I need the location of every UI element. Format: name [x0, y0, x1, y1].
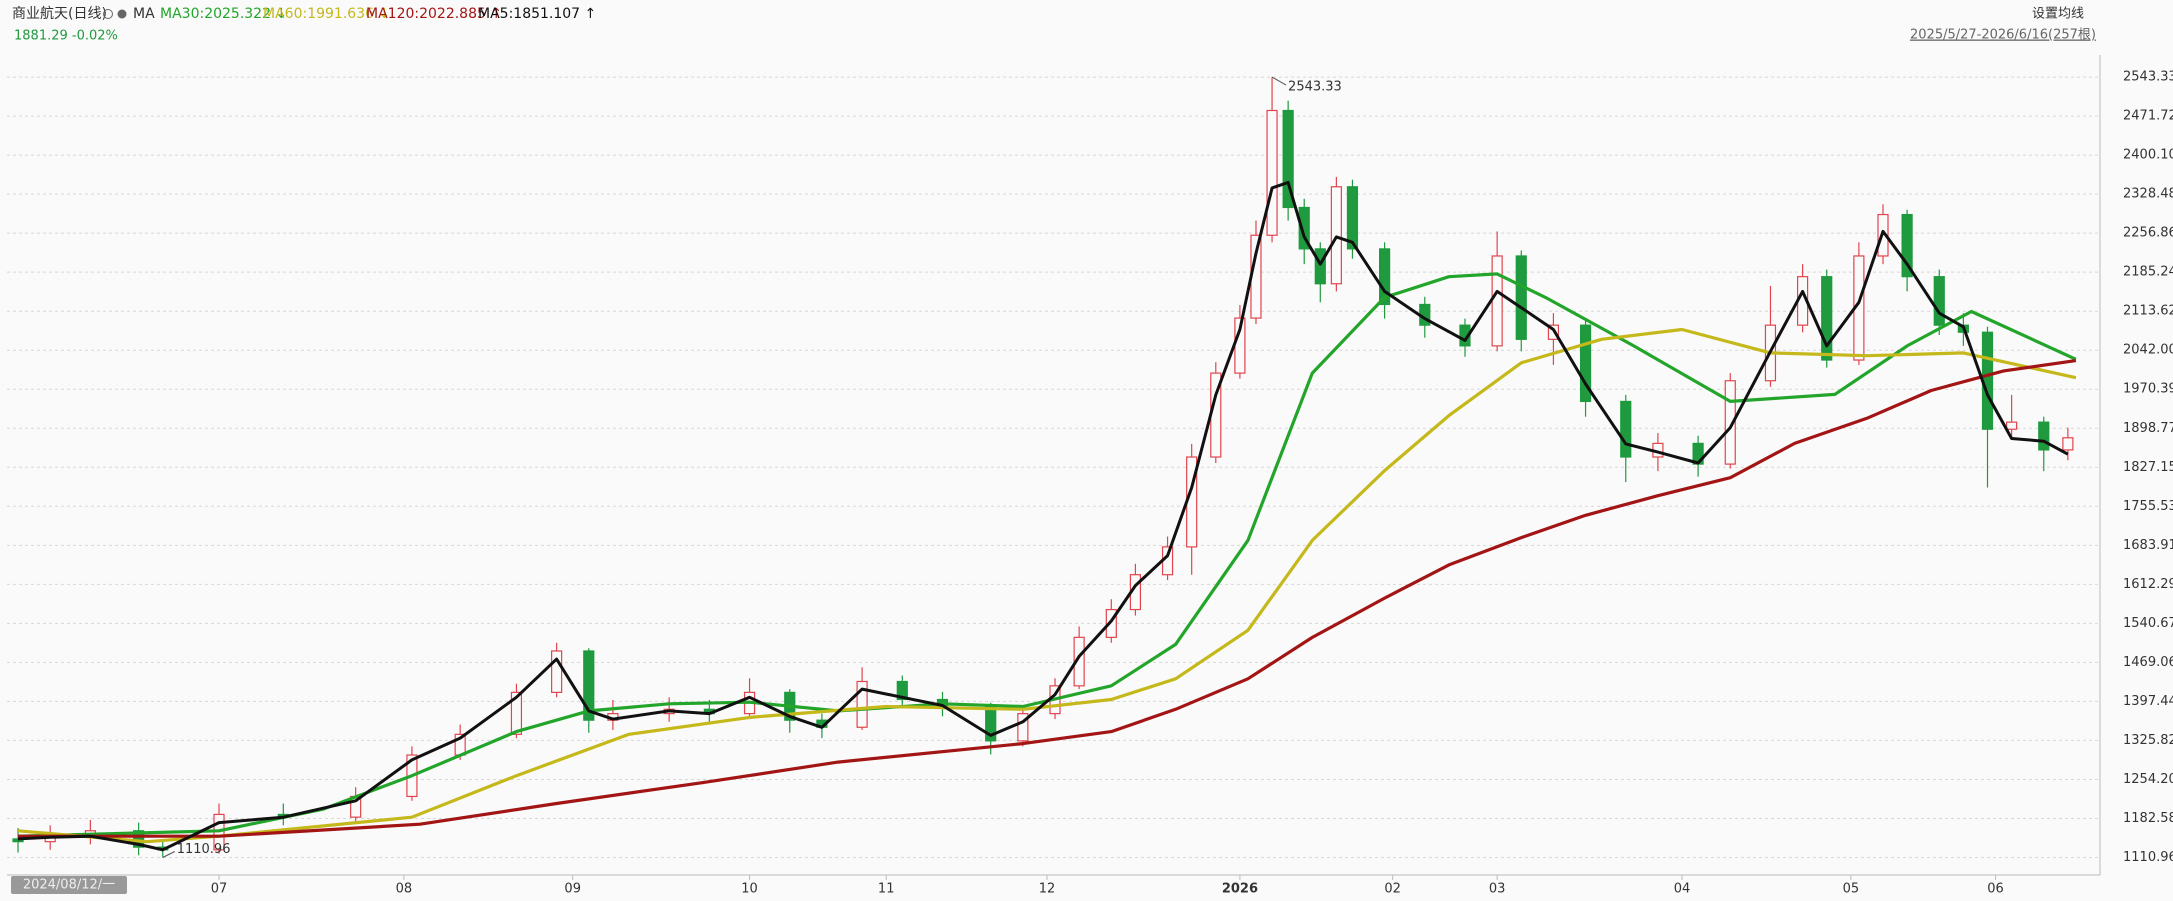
candle-body: [133, 830, 145, 848]
range-label: 2025/5/27-2026/6/16(257根): [1910, 28, 2096, 43]
x-tick-label: 07: [211, 882, 228, 897]
candle-body: [1515, 255, 1527, 340]
cursor-date-label: 2024/08/12/一: [23, 878, 115, 893]
x-tick-label: 10: [741, 882, 758, 897]
candle-body: [1330, 186, 1342, 285]
x-tick-label: 08: [396, 882, 413, 897]
ma-line: [17, 180, 2069, 852]
candle-body: [896, 680, 908, 701]
candle-body: [551, 650, 563, 693]
candle-body: [1017, 713, 1029, 742]
y-tick-label: 1254.20: [2123, 772, 2173, 787]
x-tick-label: 02: [1384, 882, 1401, 897]
candle-body: [1491, 255, 1503, 347]
x-tick-label: 06: [1987, 882, 2004, 897]
y-tick-label: 1325.82: [2123, 733, 2173, 748]
x-tick-label: 2026: [1222, 882, 1258, 897]
x-tick-label: 03: [1489, 882, 1506, 897]
settings-icon[interactable]: [103, 9, 113, 19]
candle-body: [2006, 421, 2018, 430]
y-tick-label: 1898.77: [2123, 421, 2173, 436]
y-tick-label: 1970.39: [2123, 382, 2173, 397]
chart-title: 商业航天(日线): [12, 6, 107, 22]
annotation: 2543.33: [1288, 80, 1342, 95]
y-tick-label: 1182.58: [2123, 811, 2173, 826]
candle-body: [1379, 248, 1391, 306]
y-tick-label: 1755.53: [2123, 499, 2173, 514]
y-tick-label: 1612.29: [2123, 577, 2173, 592]
legend-entry: MA5:1851.107 ↑: [478, 6, 596, 22]
candle-body: [510, 691, 523, 735]
y-tick-label: 1540.67: [2123, 616, 2173, 631]
y-tick-label: 2113.62: [2123, 304, 2173, 319]
y-tick-label: 1110.96: [2123, 850, 2173, 865]
x-tick-label: 09: [564, 882, 581, 897]
annotation: 1110.96: [177, 842, 231, 857]
candle-body: [583, 650, 595, 721]
y-tick-label: 1397.44: [2123, 694, 2173, 709]
candle-body: [2038, 421, 2050, 451]
candle-body: [1933, 276, 1945, 326]
candle-body: [1346, 186, 1359, 250]
ma-line: [18, 359, 2077, 838]
ma-line: [17, 327, 2077, 844]
y-tick-label: 2400.10: [2123, 148, 2173, 163]
candle-body: [1314, 248, 1326, 285]
candle-body: [1620, 400, 1632, 458]
candle-body: [1298, 206, 1310, 250]
candle-body: [1901, 213, 1913, 278]
annotation-leader: [162, 851, 175, 858]
y-tick-label: 2256.86: [2123, 226, 2173, 241]
annotation-leader: [1271, 76, 1287, 86]
cursor-date-box: [11, 876, 127, 894]
y-tick-label: 2328.48: [2123, 187, 2173, 202]
indicator-label: MA: [133, 6, 155, 22]
legend-entry: MA30:2025.322 ↓: [160, 6, 287, 22]
y-tick-label: 1683.91: [2123, 538, 2173, 553]
y-tick-label: 2471.72: [2123, 109, 2173, 124]
settings-button[interactable]: 设置均线: [2032, 7, 2084, 22]
x-tick-label: 05: [1843, 882, 1860, 897]
candle-body: [1105, 608, 1117, 638]
x-tick-label: 04: [1674, 882, 1691, 897]
candle-body: [1282, 109, 1294, 209]
legend-entry: MA60:1991.636 ↓: [263, 6, 390, 22]
y-tick-label: 2042.00: [2123, 343, 2173, 358]
y-tick-label: 1469.06: [2123, 655, 2173, 670]
x-tick-label: 12: [1039, 882, 1056, 897]
legend-entry: MA120:2022.885 ↑: [366, 6, 502, 22]
y-tick-label: 2185.24: [2123, 265, 2173, 280]
y-tick-label: 1827.15: [2123, 460, 2173, 475]
candle-body: [856, 680, 868, 728]
candle-body: [2062, 437, 2074, 451]
subtitle: 1881.29 -0.02%: [14, 29, 118, 44]
close-icon[interactable]: [117, 9, 127, 19]
candle-body: [1579, 324, 1592, 403]
candle-body: [1821, 276, 1833, 361]
candle-body: [1266, 109, 1278, 236]
x-tick-label: 11: [878, 882, 895, 897]
ma-line: [17, 272, 2077, 838]
candle-body: [1724, 380, 1736, 465]
y-tick-label: 2543.33: [2123, 70, 2173, 85]
